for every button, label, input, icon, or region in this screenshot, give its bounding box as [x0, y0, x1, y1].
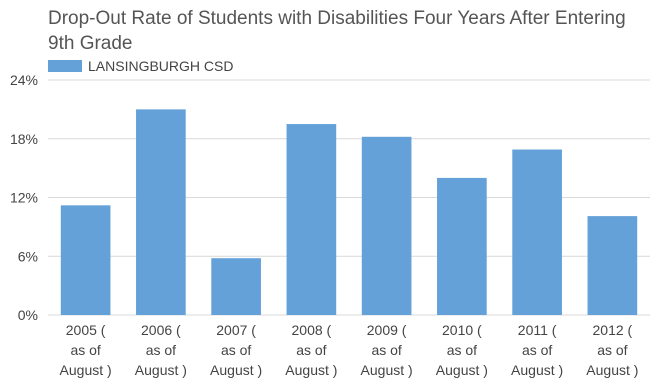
x-tick-label: 2010 (as of August ) — [436, 322, 488, 378]
y-tick-label: 18% — [10, 131, 38, 147]
y-tick-label: 6% — [18, 248, 38, 264]
x-tick-label: 2012 (as of August ) — [586, 322, 638, 378]
x-tick-label: 2007 (as of August ) — [210, 322, 262, 378]
y-tick-label: 24% — [10, 72, 38, 88]
bar — [286, 124, 337, 315]
legend-label: LANSINGBURGH CSD — [88, 58, 234, 74]
legend-swatch — [48, 60, 82, 72]
bar — [136, 109, 186, 315]
bar — [587, 216, 638, 315]
bar — [512, 149, 562, 315]
x-tick-label: 2009 (as of August ) — [361, 322, 413, 378]
x-tick-label: 2005 (as of August ) — [60, 322, 112, 378]
x-tick-label: 2008 (as of August ) — [285, 322, 337, 378]
bar — [211, 258, 261, 315]
bar — [437, 177, 487, 315]
bar — [60, 205, 111, 315]
bar — [361, 136, 412, 315]
chart-title: Drop-Out Rate of Students with Disabilit… — [48, 8, 626, 54]
legend: LANSINGBURGH CSD — [48, 58, 233, 74]
y-tick-label: 12% — [10, 190, 38, 206]
y-tick-label: 0% — [18, 307, 38, 323]
x-tick-label: 2006 (as of August ) — [135, 322, 187, 378]
x-tick-label: 2011 (as of August ) — [511, 322, 563, 378]
